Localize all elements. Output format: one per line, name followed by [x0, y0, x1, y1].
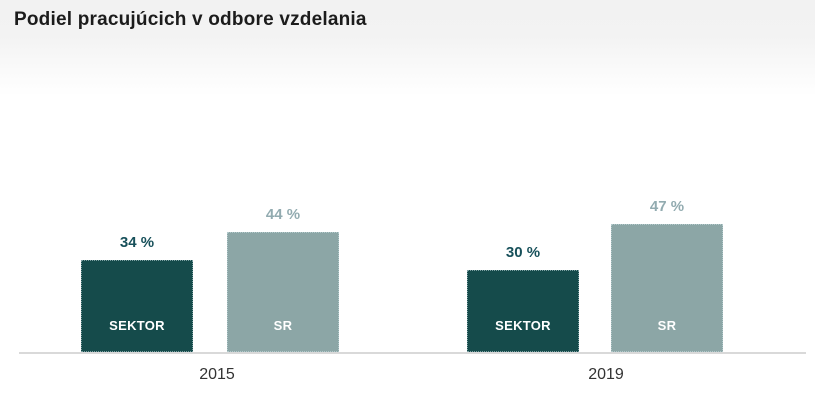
chart-title: Podiel pracujúcich v odbore vzdelania — [14, 9, 367, 30]
value-label-2015-sektor: 34 % — [119, 234, 155, 251]
bar-2015-sektor: SEKTOR — [81, 260, 193, 352]
value-label-2019-sr: 47 % — [649, 198, 685, 215]
x-tick-label-2015: 2015 — [199, 366, 235, 383]
bar-column-2019-sektor: 30 % SEKTOR — [467, 244, 579, 352]
series-label-sr: SR — [273, 318, 293, 333]
x-tick-label-2019: 2019 — [588, 366, 624, 383]
series-label-sr: SR — [657, 318, 677, 333]
bar-column-2019-sr: 47 % SR — [611, 198, 723, 352]
series-label-sektor: SEKTOR — [109, 318, 165, 333]
bar-column-2015-sektor: 34 % SEKTOR — [81, 234, 193, 352]
bar-2019-sr: SR — [611, 224, 723, 352]
bar-column-2015-sr: 44 % SR — [227, 206, 339, 352]
chart-header: Podiel pracujúcich v odbore vzdelania — [0, 0, 815, 96]
x-axis-line — [19, 352, 806, 354]
value-label-2015-sr: 44 % — [265, 206, 301, 223]
value-label-2019-sektor: 30 % — [505, 244, 541, 261]
bar-2015-sr: SR — [227, 232, 339, 352]
series-label-sektor: SEKTOR — [495, 318, 551, 333]
bar-2019-sektor: SEKTOR — [467, 270, 579, 352]
